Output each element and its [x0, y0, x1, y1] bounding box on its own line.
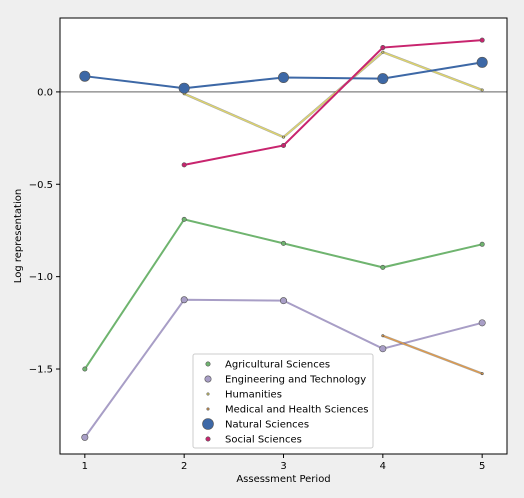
- legend-label-medical-and-health-sciences: Medical and Health Sciences: [225, 405, 368, 416]
- point-humanities-5: [480, 88, 484, 92]
- point-social-sciences-4: [380, 45, 386, 51]
- legend-marker-medical-and-health-sciences: [206, 407, 210, 411]
- axis-layer: 1 2 3 4 5 −1.5 −1.0 −0.5 0.0: [29, 87, 486, 472]
- x-tick-label-3: 3: [280, 461, 286, 472]
- point-engineering-and-technology-3: [279, 297, 287, 305]
- point-natural-sciences-3: [277, 71, 289, 83]
- y-tick-label-2: −0.5: [29, 180, 53, 191]
- series-agricultural-sciences: [82, 216, 485, 372]
- legend-label-agricultural-sciences: Agricultural Sciences: [225, 360, 330, 371]
- point-social-sciences-2: [181, 162, 187, 168]
- legend-marker-engineering-and-technology: [204, 375, 212, 383]
- y-tick-label-0: −1.5: [29, 365, 53, 376]
- y-tick-label-3: 0.0: [37, 87, 53, 98]
- legend: Agricultural Sciences Engineering and Tec…: [192, 353, 374, 449]
- series-layer: [79, 37, 488, 441]
- x-tick-label-1: 1: [82, 461, 88, 472]
- x-tick-label-4: 4: [380, 461, 386, 472]
- legend-marker-social-sciences: [205, 436, 211, 442]
- series-natural-sciences: [79, 56, 488, 94]
- point-natural-sciences-4: [377, 73, 389, 85]
- point-medical-and-health-sciences-5: [480, 372, 484, 376]
- point-natural-sciences-2: [178, 82, 190, 94]
- point-agricultural-sciences-5: [479, 241, 485, 247]
- point-agricultural-sciences-4: [380, 264, 386, 270]
- point-engineering-and-technology-1: [81, 433, 89, 441]
- point-agricultural-sciences-1: [82, 366, 88, 372]
- point-engineering-and-technology-2: [180, 296, 188, 304]
- point-social-sciences-3: [280, 142, 286, 148]
- x-tick-label-5: 5: [479, 461, 485, 472]
- legend-label-natural-sciences: Natural Sciences: [225, 420, 309, 431]
- y-axis-label: Log representation: [13, 189, 24, 283]
- point-engineering-and-technology-5: [478, 319, 486, 327]
- series-line-medical-and-health-sciences: [382, 335, 483, 375]
- legend-marker-agricultural-sciences: [205, 361, 211, 367]
- point-engineering-and-technology-4: [379, 345, 387, 353]
- x-tick-label-2: 2: [181, 461, 187, 472]
- series-engineering-and-technology: [81, 296, 486, 441]
- point-natural-sciences-1: [79, 70, 91, 82]
- point-natural-sciences-5: [476, 56, 488, 68]
- point-social-sciences-5: [479, 37, 485, 43]
- x-axis-label: Assessment Period: [236, 474, 330, 485]
- point-medical-and-health-sciences-4: [381, 334, 385, 338]
- point-agricultural-sciences-2: [181, 216, 187, 222]
- series-medical-and-health-sciences: [381, 334, 484, 376]
- point-humanities-4: [381, 50, 385, 54]
- y-tick-label-1: −1.0: [29, 272, 53, 283]
- series-line-social-sciences: [183, 39, 483, 166]
- legend-label-humanities: Humanities: [225, 390, 282, 401]
- point-agricultural-sciences-3: [280, 240, 286, 246]
- legend-label-engineering-and-technology: Engineering and Technology: [225, 375, 366, 386]
- legend-box: [192, 353, 374, 449]
- legend-marker-natural-sciences: [202, 418, 214, 430]
- series-social-sciences: [181, 37, 485, 168]
- legend-marker-humanities: [206, 392, 210, 396]
- point-humanities-3: [281, 135, 285, 139]
- legend-label-social-sciences: Social Sciences: [225, 435, 302, 446]
